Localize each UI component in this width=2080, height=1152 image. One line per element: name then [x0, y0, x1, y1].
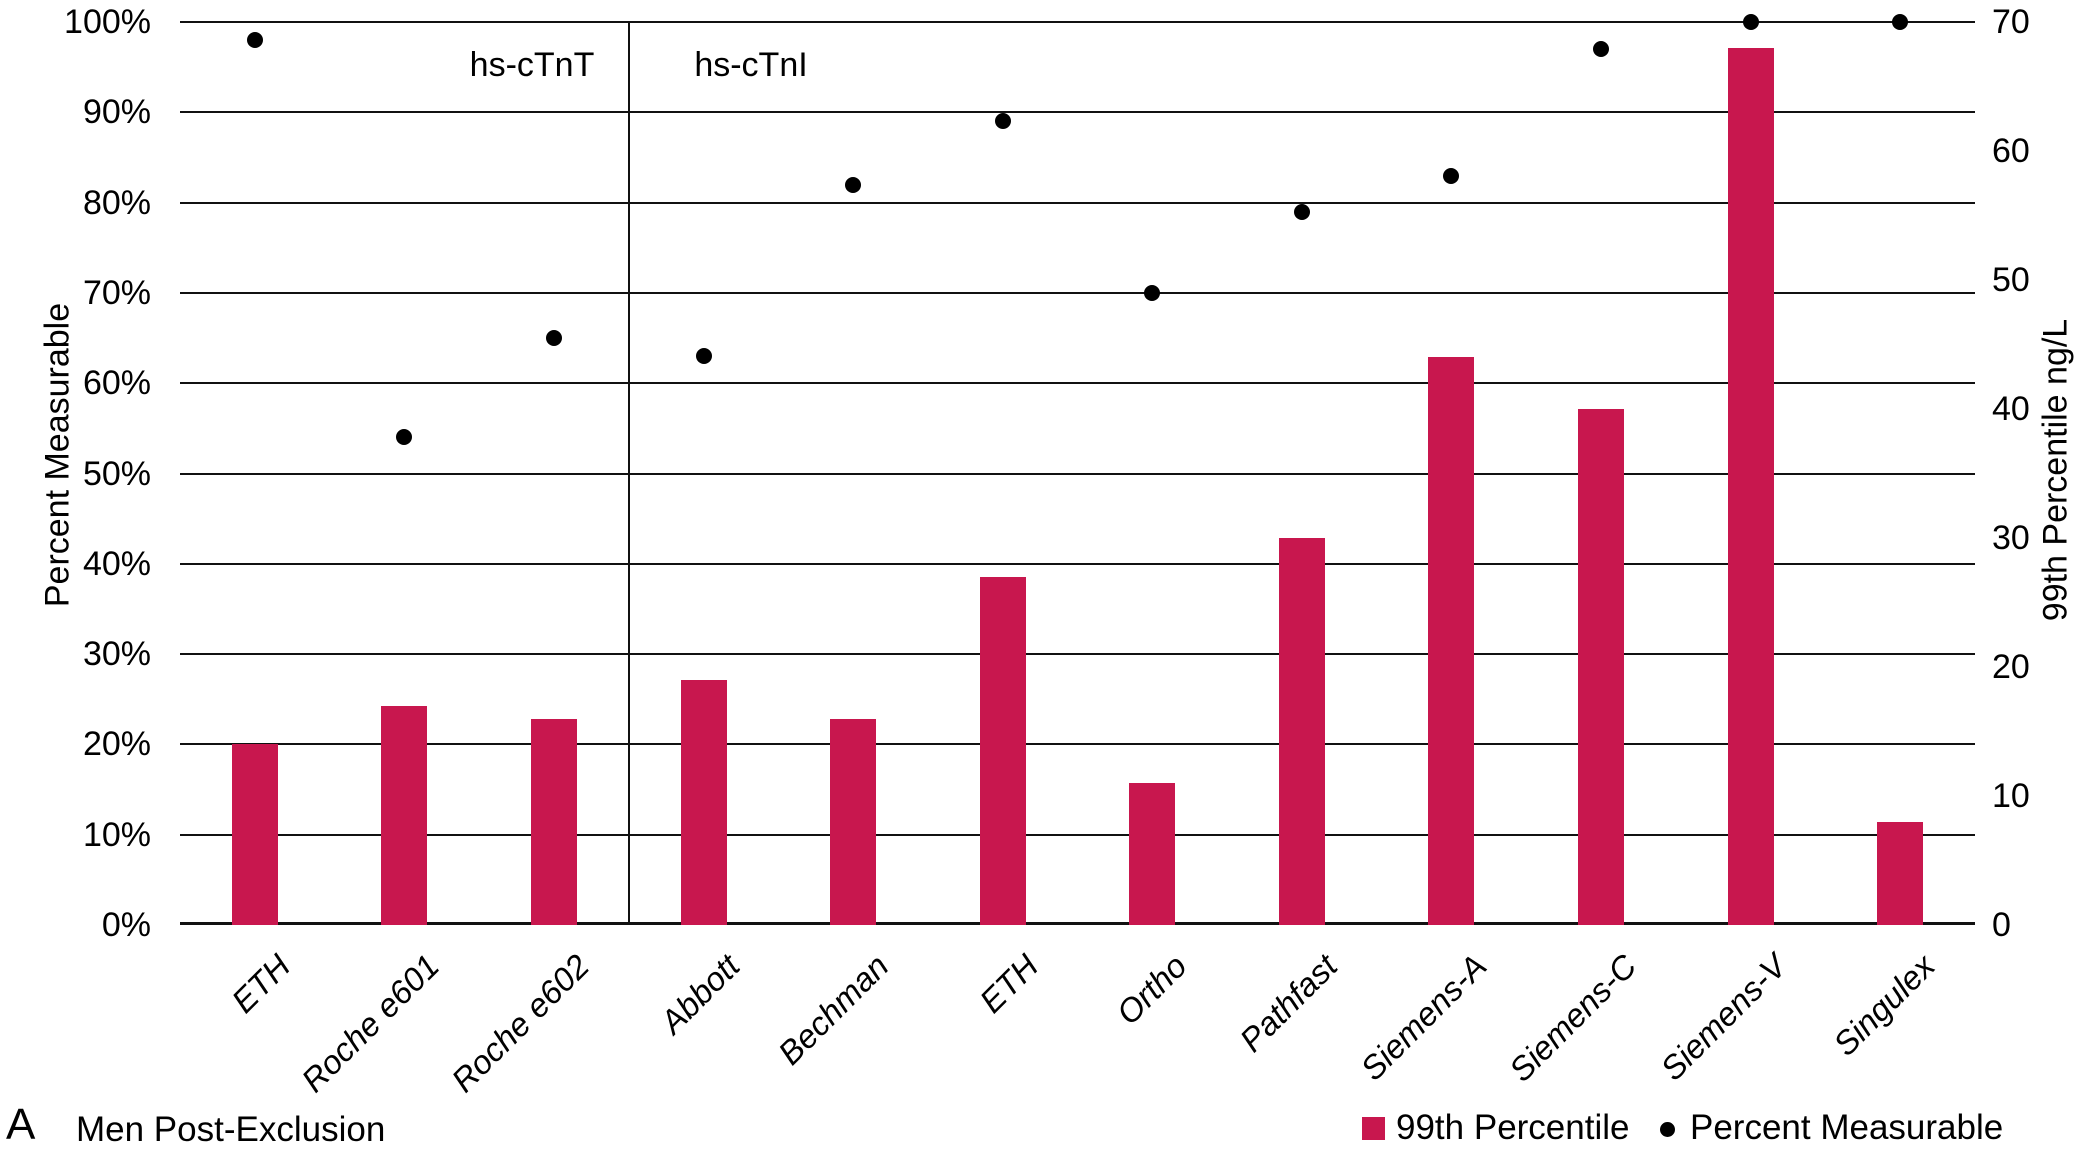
- right-tick-label-30: 30: [1992, 519, 2030, 557]
- gridline-50pct: [180, 473, 1975, 475]
- left-tick-label-70: 70%: [82, 274, 151, 312]
- right-tick-label-50: 50: [1992, 261, 2030, 299]
- right-tick-label-40: 40: [1992, 390, 2030, 428]
- gridline-60pct: [180, 382, 1975, 384]
- bar-siemens-v: [1728, 48, 1774, 925]
- legend-bar-swatch-icon: [1362, 1117, 1385, 1140]
- left-tick-label-30: 30%: [82, 635, 151, 673]
- gridline-10pct: [180, 834, 1975, 836]
- gridline-0pct: [180, 922, 1975, 925]
- x-label-ortho-6: Ortho: [1109, 947, 1195, 1032]
- dot-roche-e602: [546, 330, 562, 346]
- panel-letter: A: [6, 1100, 36, 1149]
- right-tick-label-10: 10: [1992, 777, 2030, 815]
- x-label-roche-e602-2: Roche e602: [444, 947, 597, 1100]
- left-tick-label-20: 20%: [82, 725, 151, 763]
- x-label-roche-e601-1: Roche e601: [294, 947, 447, 1100]
- dot-eth: [247, 32, 263, 48]
- gridline-30pct: [180, 653, 1975, 655]
- x-label-abbott-3: Abbott: [652, 947, 747, 1041]
- bar-siemens-a: [1428, 357, 1474, 925]
- bar-pathfast: [1279, 538, 1325, 925]
- panel-title: Men Post-Exclusion: [76, 1110, 386, 1149]
- left-tick-label-10: 10%: [82, 816, 151, 854]
- dot-abbott: [696, 348, 712, 364]
- left-tick-label-50: 50%: [82, 455, 151, 493]
- right-axis-tick-labels: 0 10 20 30 40 50 60 70: [1992, 3, 2080, 944]
- dot-singulex: [1892, 14, 1908, 30]
- bar-roche-e602: [531, 719, 577, 925]
- left-tick-label-0: 0%: [101, 906, 151, 944]
- right-axis-title: 99th Percentile ng/L: [2036, 318, 2075, 622]
- bar-siemens-c: [1578, 409, 1624, 925]
- left-tick-label-60: 60%: [82, 364, 151, 402]
- x-axis-category-labels: ETH Roche e601 Roche e602 Abbott Bechman ETH O…: [180, 925, 1975, 1105]
- dot-ortho: [1144, 285, 1160, 301]
- gridline-70pct: [180, 292, 1975, 294]
- bar-ortho: [1129, 783, 1175, 925]
- plot-area: hs-cTnT hs-cTnI: [180, 14, 1975, 925]
- bar-eth: [980, 577, 1026, 925]
- x-label-eth-5: ETH: [972, 947, 1046, 1020]
- bar-bechman: [830, 719, 876, 925]
- right-tick-label-60: 60: [1992, 132, 2030, 170]
- x-label-siemens-c-9: Siemens-C: [1501, 947, 1644, 1089]
- x-label-eth-0: ETH: [224, 947, 298, 1020]
- dot-bechman: [845, 177, 861, 193]
- dot-pathfast: [1294, 204, 1310, 220]
- left-tick-label-40: 40%: [82, 545, 151, 583]
- dot-roche-e601: [396, 429, 412, 445]
- dot-siemens-c: [1593, 41, 1609, 57]
- dot-siemens-a: [1443, 168, 1459, 184]
- bar-abbott: [681, 680, 727, 925]
- group-divider-line: [628, 22, 630, 925]
- bar-eth: [232, 744, 278, 925]
- left-axis-title: Percent Measurable: [38, 302, 77, 608]
- right-tick-label-20: 20: [1992, 648, 2030, 686]
- group-label-hs-ctnt: hs-cTnT: [469, 46, 595, 84]
- right-tick-label-0: 0: [1992, 906, 2011, 944]
- bar-roche-e601: [381, 706, 427, 925]
- gridline-20pct: [180, 743, 1975, 745]
- x-label-siemens-v-10: Siemens-V: [1652, 947, 1794, 1088]
- bar-singulex: [1877, 822, 1923, 925]
- gridline-40pct: [180, 563, 1975, 565]
- x-label-siemens-a-8: Siemens-A: [1352, 947, 1494, 1088]
- gridline-80pct: [180, 202, 1975, 204]
- x-label-pathfast-7: Pathfast: [1232, 947, 1345, 1059]
- dot-siemens-v: [1743, 14, 1759, 30]
- gridline-90pct: [180, 111, 1975, 113]
- left-tick-label-90: 90%: [82, 93, 151, 131]
- legend-dot-label: Percent Measurable: [1690, 1108, 2004, 1147]
- left-tick-label-100: 100%: [64, 3, 151, 41]
- left-axis-tick-labels: 0% 10% 20% 30% 40% 50% 60% 70% 80% 90% 100%: [0, 3, 163, 944]
- group-label-hs-ctni: hs-cTnI: [694, 46, 808, 84]
- dot-eth: [995, 113, 1011, 129]
- right-tick-label-70: 70: [1992, 3, 2030, 41]
- left-tick-label-80: 80%: [82, 184, 151, 222]
- legend-bar-label: 99th Percentile: [1396, 1108, 1630, 1147]
- gridline-100pct: [180, 21, 1975, 23]
- x-label-bechman-4: Bechman: [770, 947, 896, 1072]
- legend-dot-icon: [1660, 1122, 1675, 1137]
- x-label-singulex-11: Singulex: [1826, 947, 1943, 1063]
